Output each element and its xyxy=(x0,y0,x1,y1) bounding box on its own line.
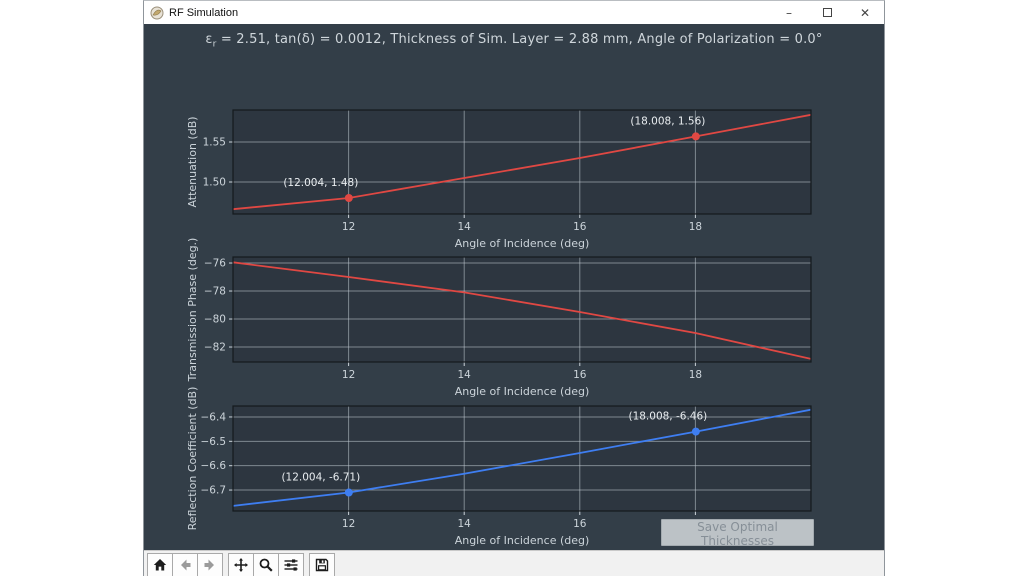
y-tick-label: −82 xyxy=(204,342,226,354)
y-tick-label: −6.4 xyxy=(201,411,227,423)
configure-subplots-button[interactable] xyxy=(278,552,304,576)
window-title: RF Simulation xyxy=(169,6,239,19)
home-button[interactable] xyxy=(147,552,173,576)
titlebar[interactable]: RF Simulation – ✕ xyxy=(144,1,884,24)
app-window: RF Simulation – ✕ εr = 2.51, tan(δ) = 0.… xyxy=(143,0,885,576)
y-tick-label: 1.55 xyxy=(203,137,226,149)
save-figure-button[interactable] xyxy=(309,552,335,576)
tool-group xyxy=(228,552,304,576)
data-point-annotation: (18.008, 1.56) xyxy=(630,115,705,127)
series-line xyxy=(233,261,811,360)
x-tick-label: 14 xyxy=(458,518,472,530)
magnifier-icon xyxy=(259,558,273,572)
x-tick-label: 16 xyxy=(573,221,587,233)
x-tick-label: 12 xyxy=(342,369,355,381)
y-tick-label: 1.50 xyxy=(203,177,226,189)
figure-title-epsilon: ε xyxy=(205,32,213,47)
y-axis-label: Reflection Coefficient (dB) xyxy=(186,387,199,531)
nav-group xyxy=(147,552,223,576)
back-arrow-icon xyxy=(181,559,191,570)
pan-button[interactable] xyxy=(228,552,254,576)
data-point-marker xyxy=(344,488,353,497)
plot-border xyxy=(232,405,812,512)
x-tick-label: 14 xyxy=(458,369,472,381)
series-line xyxy=(233,113,811,211)
y-tick-label: −6.5 xyxy=(201,436,227,448)
minimize-button[interactable]: – xyxy=(786,5,792,20)
figure-title-subscript: r xyxy=(212,39,217,50)
matplotlib-toolbar xyxy=(144,550,884,576)
plot-area[interactable] xyxy=(233,110,811,214)
x-axis-label: Angle of Incidence (deg) xyxy=(455,534,590,547)
zoom-button[interactable] xyxy=(253,552,279,576)
home-icon xyxy=(153,558,167,570)
save-optimal-thicknesses-button[interactable]: Save Optimal Thicknesses xyxy=(661,519,814,548)
plot-area[interactable] xyxy=(233,406,811,511)
x-tick-label: 12 xyxy=(342,518,355,530)
back-button[interactable] xyxy=(172,552,198,576)
window-controls: – ✕ xyxy=(770,1,884,24)
maximize-icon xyxy=(822,8,832,17)
x-tick-label: 16 xyxy=(573,369,587,381)
data-point-annotation: (12.004, 1.48) xyxy=(283,177,358,189)
close-button[interactable]: ✕ xyxy=(859,5,871,20)
transmission-phase-chart[interactable]: 12 14 16 18 −76 −78 −80 −82 Angle of Incidence (… xyxy=(184,226,884,410)
sliders-icon xyxy=(284,558,298,571)
y-tick-label: −78 xyxy=(204,286,226,298)
data-point-annotation: (12.004, -6.71) xyxy=(281,471,360,483)
x-tick-label: 18 xyxy=(689,369,702,381)
series-line xyxy=(233,408,811,507)
figure-area: εr = 2.51, tan(δ) = 0.0012, Thickness of… xyxy=(144,24,884,550)
app-icon xyxy=(150,6,164,20)
attenuation-chart[interactable]: 12 14 16 18 1.50 1.55 Angle of Incidence (deg)… xyxy=(184,79,884,262)
pan-icon xyxy=(234,557,248,572)
x-tick-label: 18 xyxy=(689,221,702,233)
floppy-disk-icon xyxy=(315,558,329,571)
y-axis-label: Transmission Phase (deg.) xyxy=(186,238,199,383)
x-tick-label: 12 xyxy=(342,221,355,233)
y-tick-label: −6.7 xyxy=(201,485,227,497)
x-tick-label: 16 xyxy=(573,518,587,530)
forward-arrow-icon xyxy=(204,559,214,570)
figure-title-text: = 2.51, tan(δ) = 0.0012, Thickness of Si… xyxy=(216,32,823,47)
x-axis-label: Angle of Incidence (deg) xyxy=(455,385,590,398)
data-point-marker xyxy=(344,194,353,202)
data-point-marker xyxy=(691,132,700,141)
y-tick-label: −80 xyxy=(204,314,226,326)
y-tick-label: −76 xyxy=(204,258,226,270)
y-tick-label: −6.6 xyxy=(201,460,227,472)
forward-button[interactable] xyxy=(197,552,223,576)
x-axis-label: Angle of Incidence (deg) xyxy=(455,237,590,250)
maximize-button[interactable] xyxy=(808,1,846,24)
figure-title: εr = 2.51, tan(δ) = 0.0012, Thickness of… xyxy=(184,32,844,50)
data-point-marker xyxy=(691,427,700,436)
y-axis-label: Attenuation (dB) xyxy=(186,116,199,207)
plot-border xyxy=(232,256,812,363)
x-tick-label: 14 xyxy=(458,221,472,233)
plot-border xyxy=(232,109,812,215)
data-point-annotation: (18.008, -6.46) xyxy=(628,411,707,423)
save-group xyxy=(309,552,335,576)
